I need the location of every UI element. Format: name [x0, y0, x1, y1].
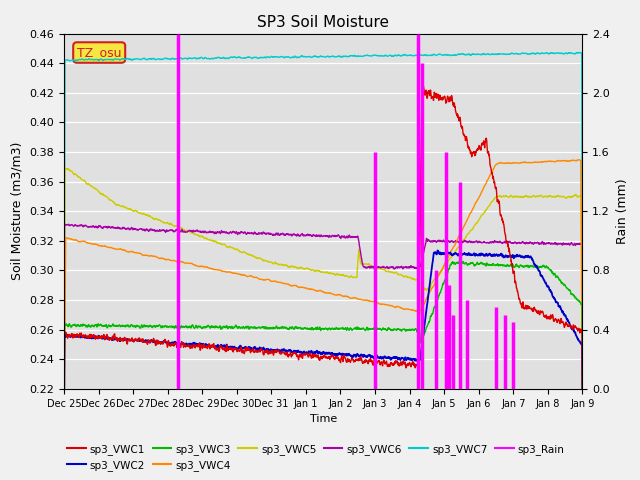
Legend: sp3_VWC1, sp3_VWC2, sp3_VWC3, sp3_VWC4, sp3_VWC5, sp3_VWC6, sp3_VWC7, sp3_Rain: sp3_VWC1, sp3_VWC2, sp3_VWC3, sp3_VWC4, …	[63, 439, 569, 475]
Y-axis label: Soil Moisture (m3/m3): Soil Moisture (m3/m3)	[11, 142, 24, 280]
X-axis label: Time: Time	[310, 414, 337, 424]
Y-axis label: Rain (mm): Rain (mm)	[616, 179, 628, 244]
Title: SP3 Soil Moisture: SP3 Soil Moisture	[257, 15, 389, 30]
Text: TZ_osu: TZ_osu	[77, 46, 122, 59]
